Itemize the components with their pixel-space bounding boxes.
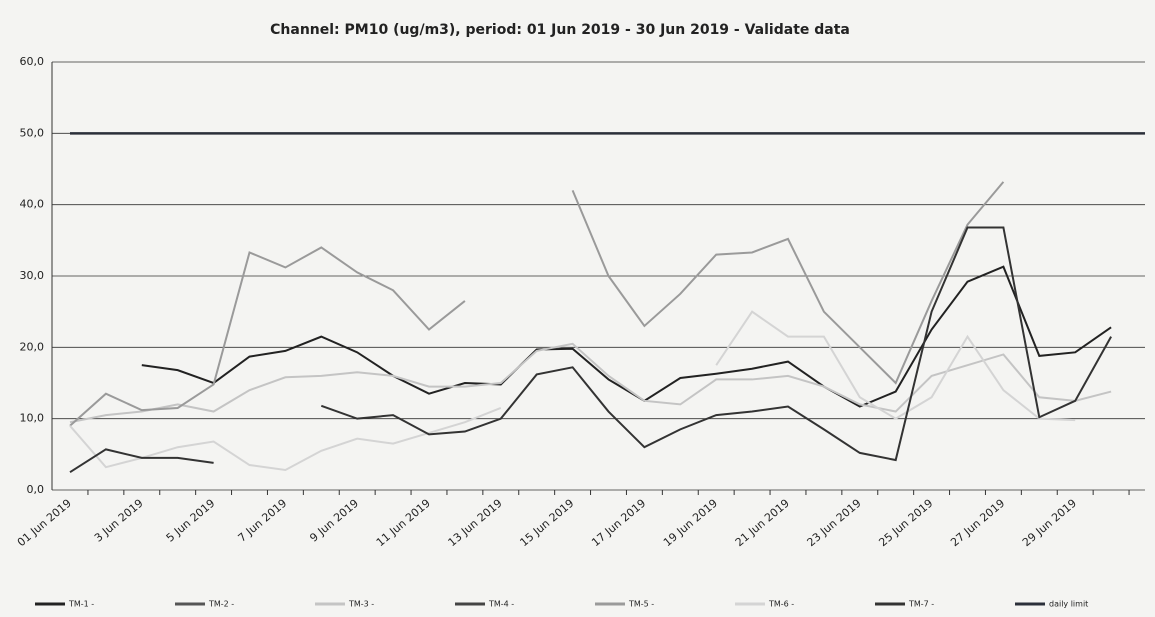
- legend-label: TM-7 -: [908, 600, 934, 609]
- legend-label: TM-4 -: [488, 600, 514, 609]
- series-line: [69, 181, 1005, 427]
- y-tick-label: 20,0: [20, 340, 45, 353]
- legend-label: TM-5 -: [628, 600, 654, 609]
- legend-label: TM-3 -: [348, 600, 374, 609]
- series-line: [69, 226, 1112, 474]
- chart-title: Channel: PM10 (ug/m3), period: 01 Jun 20…: [270, 22, 850, 38]
- y-tick-label: 60,0: [20, 55, 45, 68]
- series-line: [141, 265, 1112, 408]
- series-line: [69, 342, 1112, 424]
- y-tick-label: 40,0: [20, 198, 45, 211]
- y-tick-label: 30,0: [20, 269, 45, 282]
- legend-label: daily limit: [1049, 600, 1088, 609]
- legend-label: TM-2 -: [208, 600, 234, 609]
- legend-label: TM-1 -: [68, 600, 94, 609]
- y-tick-label: 10,0: [20, 412, 45, 425]
- legend-label: TM-6 -: [768, 600, 794, 609]
- y-tick-label: 50,0: [20, 126, 45, 139]
- y-tick-label: 0,0: [27, 483, 45, 496]
